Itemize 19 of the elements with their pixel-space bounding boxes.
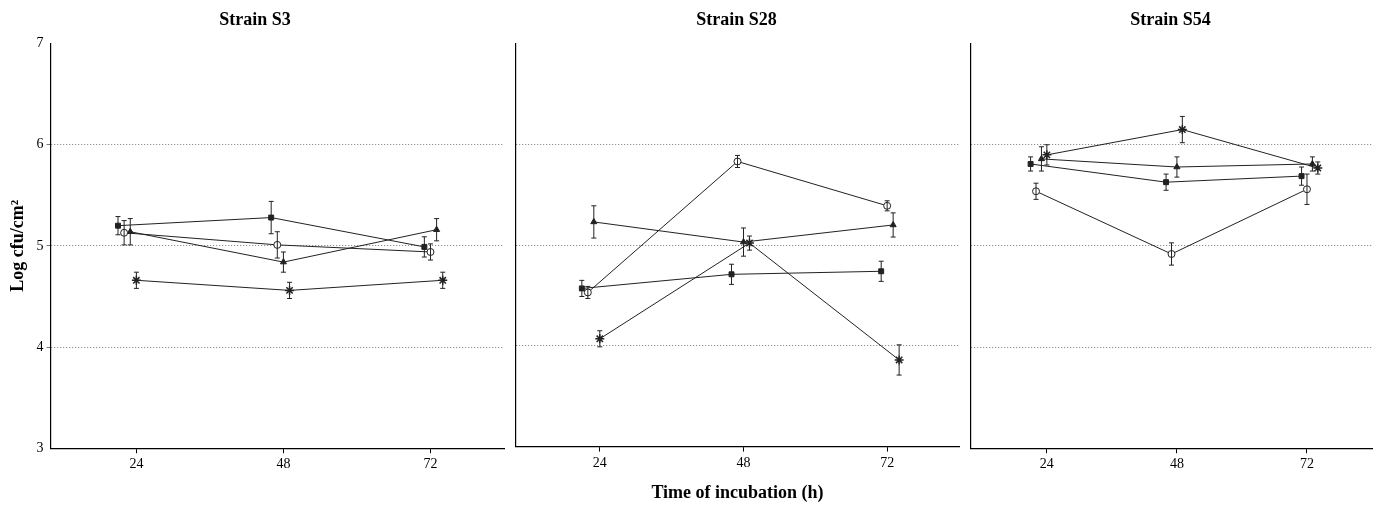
- y-tick-label: 5: [36, 237, 44, 253]
- x-tick-label: 72: [423, 456, 438, 472]
- x-tick-label: 48: [276, 456, 291, 472]
- x-tick-label: 72: [1299, 456, 1314, 472]
- x-tick-label: 24: [129, 456, 144, 472]
- chart-title: Strain S54: [1130, 9, 1211, 30]
- x-tick-label: 24: [1039, 456, 1054, 472]
- y-tick-label: 3: [36, 439, 44, 455]
- chart-title: Strain S3: [219, 9, 291, 30]
- x-axis-title: Time of incubation (h): [651, 481, 824, 503]
- x-tick-label: 72: [880, 454, 895, 470]
- chart-title: Strain S28: [696, 9, 777, 30]
- x-tick-label: 48: [736, 454, 751, 470]
- y-tick-label: 4: [36, 338, 44, 354]
- x-tick-label: 48: [1169, 456, 1184, 472]
- y-axis-title: Log cfu/cm²: [7, 199, 28, 292]
- y-tick-label: 6: [36, 136, 44, 152]
- y-tick-label: 7: [36, 35, 44, 51]
- x-tick-label: 24: [592, 454, 607, 470]
